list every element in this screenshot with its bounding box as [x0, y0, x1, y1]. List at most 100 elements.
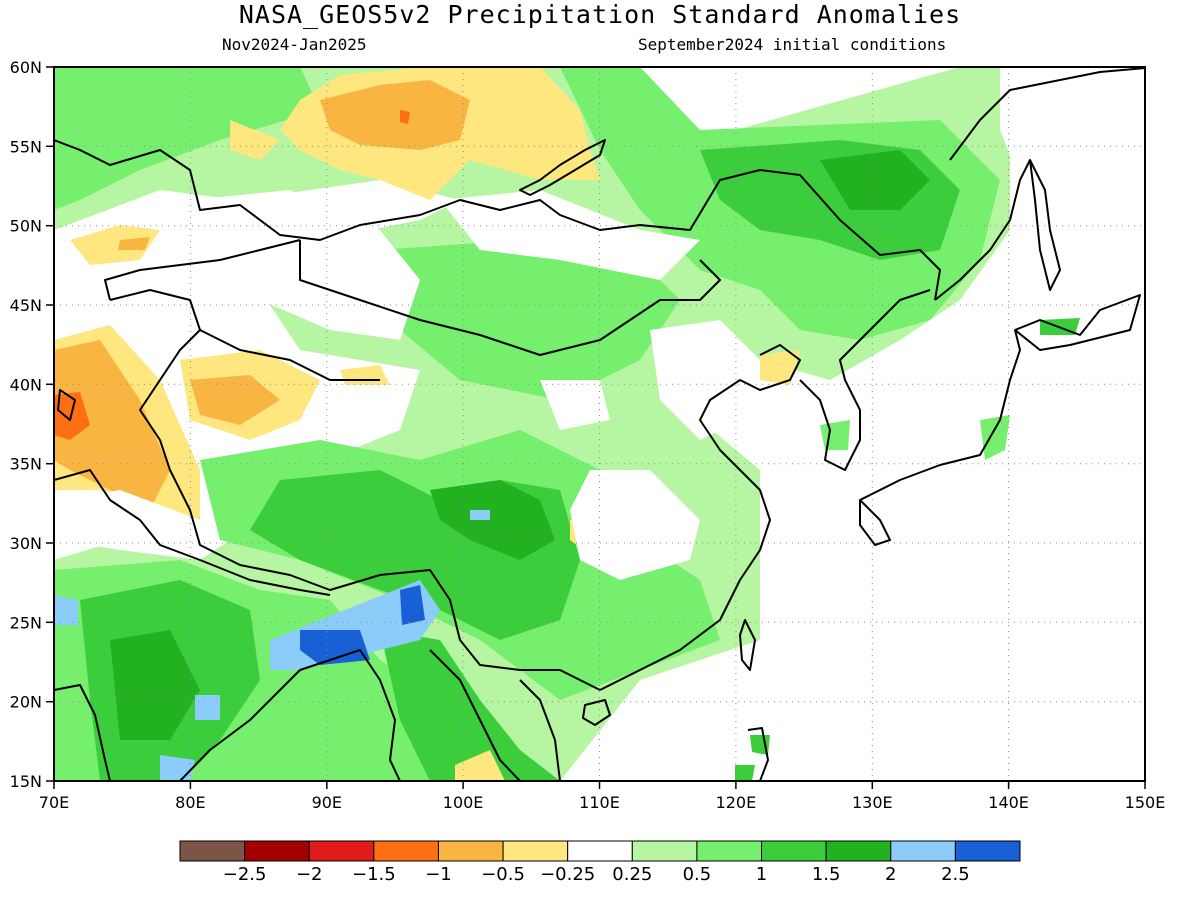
lake-baikal: [519, 139, 606, 196]
field-neutral: [440, 190, 700, 280]
lon-tick-label: 130E: [852, 793, 893, 812]
colorbar-label: 2: [885, 864, 896, 885]
colorbar-swatch: [954, 840, 1021, 862]
lon-tick-label: 110E: [579, 793, 620, 812]
field-neutral: [760, 67, 1145, 781]
coast-bengal: [299, 649, 401, 781]
lat-tick-label: 50N: [10, 217, 42, 236]
lat-tick-label: 45N: [10, 296, 42, 315]
field-dry-strong: [400, 110, 410, 124]
field-wet: [54, 67, 320, 210]
lon-tick-label: 80E: [175, 793, 205, 812]
lat-tick-label: 40N: [10, 375, 42, 394]
coast-taiwan: [739, 619, 756, 671]
field-wet: [980, 415, 1010, 460]
lon-tick-label: 140E: [988, 793, 1029, 812]
field-wet: [380, 240, 680, 400]
coast-philippines: [747, 727, 769, 781]
border-india: [54, 469, 331, 596]
field-wet-strong: [820, 150, 930, 210]
coast-china-east: [599, 344, 801, 691]
colorbar-label: −1: [425, 864, 452, 885]
coast-okhotsk: [949, 67, 1145, 161]
coast-hokkaido: [1014, 294, 1141, 351]
lat-tick-label: 20N: [10, 693, 42, 712]
colorbar-label: −2.5: [223, 864, 267, 885]
lon-tick-label: 120E: [716, 793, 757, 812]
coast-korea: [799, 289, 931, 471]
colorbar-label: 2.5: [941, 864, 970, 885]
coast-japan-kyushu: [859, 499, 891, 546]
field-dry-weak: [70, 225, 160, 265]
colorbar-swatch: [502, 840, 569, 862]
lat-tick-label: 15N: [10, 772, 42, 791]
field-wet: [735, 765, 755, 781]
border-china-west: [109, 289, 601, 691]
colorbar-swatch: [179, 840, 246, 862]
field-neutral: [190, 190, 420, 340]
field-dry: [54, 340, 170, 510]
initial-conditions: September2024 initial conditions: [638, 35, 947, 54]
coast-japan-honshu: [859, 329, 1021, 501]
colorbar-label: −0.5: [481, 864, 525, 885]
colorbar-swatch: [567, 840, 633, 862]
colorbar-label: −1.5: [352, 864, 396, 885]
field-dry: [190, 375, 280, 425]
coast-sakhalin: [1029, 159, 1061, 291]
field-very-wet: [54, 595, 78, 625]
colorbar-swatch: [437, 840, 504, 862]
colorbar-swatch: [696, 840, 763, 862]
colorbar-swatch: [631, 840, 698, 862]
coast-hainan: [582, 699, 611, 726]
field-wet-more: [380, 630, 560, 781]
field-dry-weak: [230, 120, 280, 160]
field-extreme-wet: [470, 510, 490, 520]
lat-tick-label: 30N: [10, 534, 42, 553]
field-wet-strong: [430, 480, 555, 560]
border-india-coast-east: [179, 669, 301, 781]
coast-primorye: [934, 159, 1031, 301]
field-very-wet: [195, 695, 220, 720]
lon-tick-label: 100E: [443, 793, 484, 812]
border-indochina: [429, 649, 521, 781]
forecast-period: Nov2024-Jan2025: [222, 35, 367, 54]
map-title: NASA_GEOS5v2 Precipitation Standard Anom…: [238, 0, 962, 29]
coastlines-borders: [54, 67, 1145, 781]
colorbar-swatch: [308, 840, 375, 862]
border-mongolia-south: [299, 240, 721, 356]
lon-tick-label: 90E: [312, 793, 342, 812]
field-neutral: [570, 470, 700, 580]
field-extreme-wet: [400, 585, 425, 625]
border-kazakh: [104, 239, 301, 301]
field-dry: [320, 80, 470, 150]
colorbar-label: 0.5: [683, 864, 712, 885]
axis-tick-marks: [46, 66, 1146, 789]
field-dry-weak: [760, 350, 800, 385]
colorbar-label: 0.25: [612, 864, 652, 885]
colorbar-swatch: [890, 840, 956, 862]
border-russia-south: [54, 139, 941, 301]
lat-tick-label: 60N: [10, 58, 42, 77]
border-tibet: [199, 329, 380, 381]
lon-tick-label: 150E: [1125, 793, 1166, 812]
colorbar-label: −0.25: [540, 864, 595, 885]
border-india-coast-west: [54, 684, 111, 781]
colorbar-label: 1: [756, 864, 767, 885]
lat-tick-labels: 60N 55N 50N 45N 40N 35N 30N 25N 20N 15N: [10, 58, 42, 791]
field-dry: [118, 237, 150, 250]
border-indochina-2: [519, 679, 561, 781]
colorbar-swatch: [244, 840, 310, 862]
field-dry-weak: [455, 750, 505, 781]
colorbar-label: 1.5: [812, 864, 841, 885]
field-neutral: [60, 490, 200, 560]
colorbar: −2.5 −2 −1.5 −1 −0.5 −0.25 0.25 0.5 1 1.5 2 2.5: [179, 840, 1021, 885]
colorbar-swatch: [761, 840, 827, 862]
anomaly-fields: [54, 67, 1145, 781]
lon-tick-label: 70E: [39, 793, 69, 812]
field-neutral: [650, 320, 760, 440]
field-wet: [820, 420, 850, 450]
field-neutral: [540, 380, 610, 430]
lat-tick-label: 25N: [10, 613, 42, 632]
field-wet-strong: [110, 630, 200, 740]
